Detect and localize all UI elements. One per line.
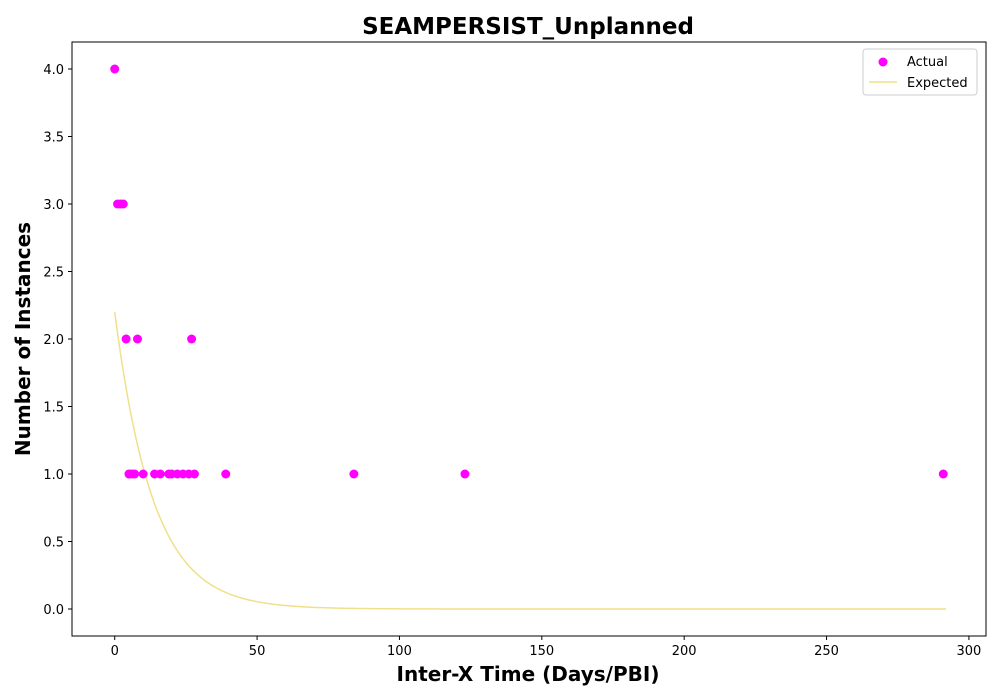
actual-point xyxy=(132,334,142,344)
legend-actual-marker xyxy=(878,57,888,67)
y-axis-label: Number of Instances xyxy=(11,222,35,456)
y-tick-label: 3.5 xyxy=(43,131,64,146)
x-tick-label: 300 xyxy=(957,644,982,659)
y-tick-label: 1.5 xyxy=(43,401,64,416)
chart-title: SEAMPERSIST_Unplanned xyxy=(362,14,694,40)
actual-point xyxy=(189,469,199,479)
actual-point xyxy=(130,469,140,479)
x-tick-label: 0 xyxy=(111,644,119,659)
x-tick-label: 250 xyxy=(814,644,839,659)
expected-series xyxy=(113,311,947,610)
x-tick-label: 100 xyxy=(387,644,412,659)
y-tick-label: 4.0 xyxy=(43,63,64,78)
actual-point xyxy=(121,334,131,344)
actual-point xyxy=(118,199,128,209)
actual-point xyxy=(138,469,148,479)
actual-point xyxy=(349,469,359,479)
plot-frame xyxy=(71,41,987,637)
actual-point xyxy=(221,469,231,479)
actual-point xyxy=(938,469,948,479)
y-tick-label: 0.5 xyxy=(43,536,64,551)
expected-curve xyxy=(113,311,947,610)
actual-point xyxy=(110,64,120,74)
x-tick-label: 150 xyxy=(529,644,554,659)
x-tick-label: 50 xyxy=(249,644,266,659)
y-tick-label: 1.0 xyxy=(43,468,64,483)
actual-series xyxy=(110,64,948,479)
actual-point xyxy=(187,334,197,344)
actual-point xyxy=(460,469,470,479)
x-tick-label: 200 xyxy=(672,644,697,659)
y-tick-label: 2.0 xyxy=(43,333,64,348)
y-tick-label: 0.0 xyxy=(43,603,64,618)
legend-box xyxy=(862,48,978,96)
x-axis-label: Inter-X Time (Days/PBI) xyxy=(397,662,660,686)
legend-expected-label: Expected xyxy=(907,76,968,91)
y-axis: 0.0 0.5 1.0 1.5 2.0 2.5 3.0 3.5 4.0 xyxy=(43,63,72,618)
plot-area xyxy=(71,41,987,637)
legend: Actual Expected xyxy=(862,48,978,96)
y-tick-label: 2.5 xyxy=(43,266,64,281)
x-axis: 0 50 100 150 200 250 300 xyxy=(111,636,982,659)
y-tick-label: 3.0 xyxy=(43,198,64,213)
actual-point xyxy=(155,469,165,479)
legend-actual-label: Actual xyxy=(907,55,948,70)
